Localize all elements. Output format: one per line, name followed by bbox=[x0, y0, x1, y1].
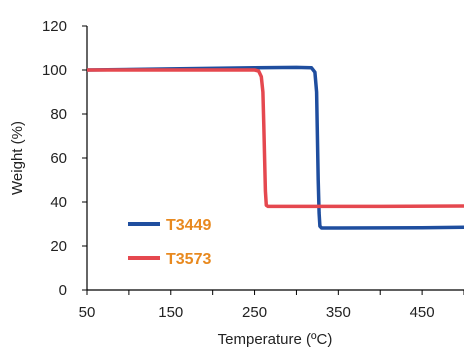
legend-label-t3573: T3573 bbox=[166, 251, 211, 268]
y-tick-label: 20 bbox=[50, 238, 67, 255]
legend-label-t3449: T3449 bbox=[166, 217, 211, 234]
series-line-t3449 bbox=[86, 65, 464, 230]
y-tick-label: 40 bbox=[50, 194, 67, 211]
x-axis-title: Temperature (ºC) bbox=[218, 331, 333, 347]
series-line-t3573 bbox=[87, 68, 464, 209]
x-tick-label: 350 bbox=[326, 304, 351, 321]
y-axis-ticks: 0 20 40 60 80 100 120 bbox=[42, 18, 87, 299]
x-tick-label: 250 bbox=[242, 304, 267, 321]
series-lines bbox=[86, 65, 464, 230]
y-axis-title: Weight (%) bbox=[9, 121, 26, 195]
x-tick-label: 150 bbox=[158, 304, 183, 321]
x-axis-ticks: 50 150 250 350 450 bbox=[79, 290, 464, 321]
y-tick-label: 80 bbox=[50, 106, 67, 123]
legend: T3449 T3573 bbox=[128, 217, 211, 268]
plot-area: 0 20 40 60 80 100 120 50 150 250 350 450 bbox=[42, 18, 464, 321]
x-tick-label: 450 bbox=[410, 304, 435, 321]
y-tick-label: 100 bbox=[42, 62, 67, 79]
y-tick-label: 0 bbox=[59, 282, 67, 299]
y-tick-label: 60 bbox=[50, 150, 67, 167]
y-tick-label: 120 bbox=[42, 18, 67, 35]
x-tick-label: 50 bbox=[79, 304, 96, 321]
